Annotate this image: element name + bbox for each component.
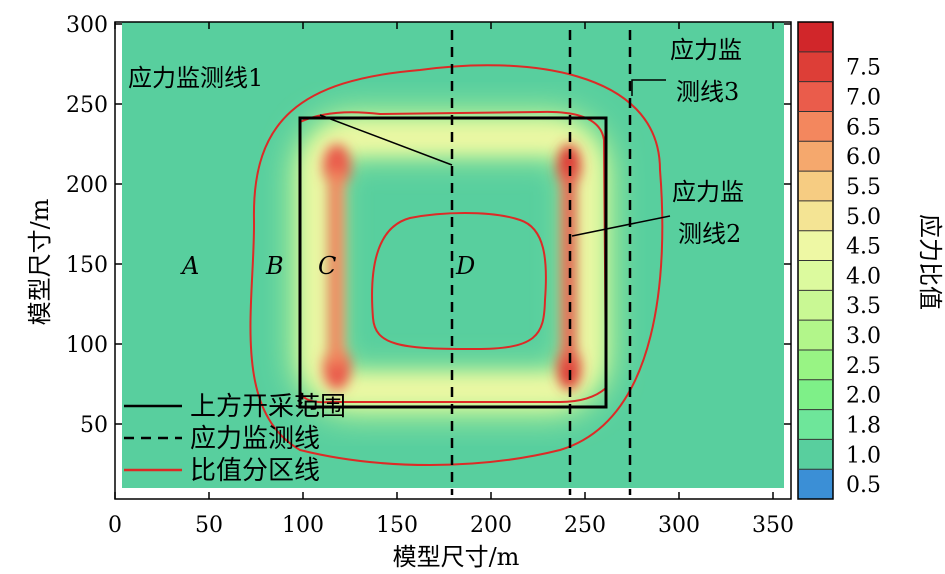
colorbar-level-label: 2.5: [846, 354, 881, 379]
colorbar-level-label: 6.5: [846, 115, 881, 140]
plot-frame: [114, 21, 792, 500]
annotation-line-3-leader: [631, 79, 666, 96]
annotation-line-1-text: 应力监测线1: [128, 64, 263, 92]
annotation-line-2-text-a: 应力监: [672, 178, 744, 206]
legend-label-mining-range: 上方开采范围: [190, 392, 346, 422]
colorbar-level-label: 7.5: [846, 56, 881, 81]
colorbar-level-label: 1.0: [846, 443, 881, 468]
annotation-line-1-leader: [319, 114, 453, 166]
x-tick-label: 200: [470, 513, 512, 538]
colorbar-segment: [798, 200, 833, 232]
inner-ratio-contour: [371, 212, 547, 351]
zone-label-d: D: [455, 252, 475, 280]
x-tick-label: 50: [195, 513, 223, 538]
colorbar-segment: [798, 379, 833, 411]
strip-left: [328, 170, 344, 366]
annotation-line-2: 应力监 测线2: [571, 178, 744, 248]
colorbar-segment: [798, 409, 833, 440]
colorbar-level-label: 0.5: [846, 473, 881, 498]
annotation-line-3-text-a: 应力监: [670, 36, 742, 64]
colorbar-segment: [798, 439, 833, 470]
colorbar-level-label: 6.0: [846, 145, 881, 170]
y-tick-label: 50: [80, 413, 108, 438]
x-tick-label: 100: [282, 513, 324, 538]
y-tick-label: 150: [66, 253, 108, 278]
colorbar-level-label: 2.0: [846, 384, 881, 409]
x-axis-ticks: 0 50 100 150 200 250 300 350: [108, 22, 794, 538]
annotation-line-1: 应力监测线1: [128, 64, 453, 166]
colorbar-segment: [798, 171, 833, 202]
y-tick-label: 100: [66, 333, 108, 358]
colorbar-segment: [798, 230, 833, 261]
legend-label-ratio-contour: 比值分区线: [190, 456, 320, 486]
colorbar-segment: [798, 469, 833, 500]
x-axis-title: 模型尺寸/m: [393, 543, 520, 571]
hotspots: [323, 144, 581, 390]
x-tick-label: 250: [564, 513, 606, 538]
zone-label-c: C: [318, 252, 336, 280]
y-axis-ticks: 50 100 150 200 250 300: [66, 13, 791, 438]
colorbar-title: 应力比值: [916, 214, 944, 310]
y-tick-label: 250: [66, 93, 108, 118]
colorbar-segment: [798, 260, 833, 291]
annotation-line-3: 应力监 测线3: [631, 36, 742, 106]
colorbar-segment: [798, 81, 833, 112]
colorbar-level-label: 3.0: [846, 324, 881, 349]
colorbar-segment: [798, 349, 833, 381]
annotation-line-2-text-b: 测线2: [678, 220, 741, 248]
colorbar-level-label: 3.5: [846, 294, 881, 319]
colorbar-segment: [798, 320, 833, 351]
annotation-line-3-text-b: 测线3: [676, 78, 739, 106]
colorbar-segment: [798, 111, 833, 142]
colorbar-level-label: 4.5: [846, 235, 881, 260]
x-tick-label: 150: [376, 513, 418, 538]
colorbar-level-label: 5.5: [846, 175, 881, 200]
colorbar-segment: [798, 51, 833, 83]
x-tick-label: 350: [752, 513, 794, 538]
colorbar-level-label: 7.0: [846, 86, 881, 111]
annotation-line-2-leader: [571, 215, 671, 237]
x-tick-label: 300: [658, 513, 700, 538]
zone-label-b: B: [265, 252, 284, 280]
colorbar-level-label: 1.8: [846, 413, 881, 438]
zone-label-a: A: [180, 252, 199, 280]
colorbar-level-label: 5.0: [846, 205, 881, 230]
colorbar-level-label: 4.0: [846, 264, 881, 289]
legend: 上方开采范围 应力监测线 比值分区线: [124, 392, 346, 486]
y-tick-label: 300: [66, 13, 108, 38]
legend-label-monitoring-line: 应力监测线: [190, 424, 320, 454]
colorbar-segment: [798, 290, 833, 321]
x-tick-label: 0: [108, 513, 122, 538]
y-axis-title: 模型尺寸/m: [26, 198, 54, 325]
colorbar-segment: [798, 22, 833, 53]
outer-ratio-contour: [249, 64, 664, 466]
colorbar: 0.5 1.0 1.8 2.0 2.5 3.0 3.5 4.0 4.5 5.0 5.5 6.0 6.5 7…: [797, 21, 881, 500]
colorbar-segment: [798, 141, 833, 172]
y-tick-label: 200: [66, 173, 108, 198]
mining-edge-contour: [299, 110, 608, 404]
